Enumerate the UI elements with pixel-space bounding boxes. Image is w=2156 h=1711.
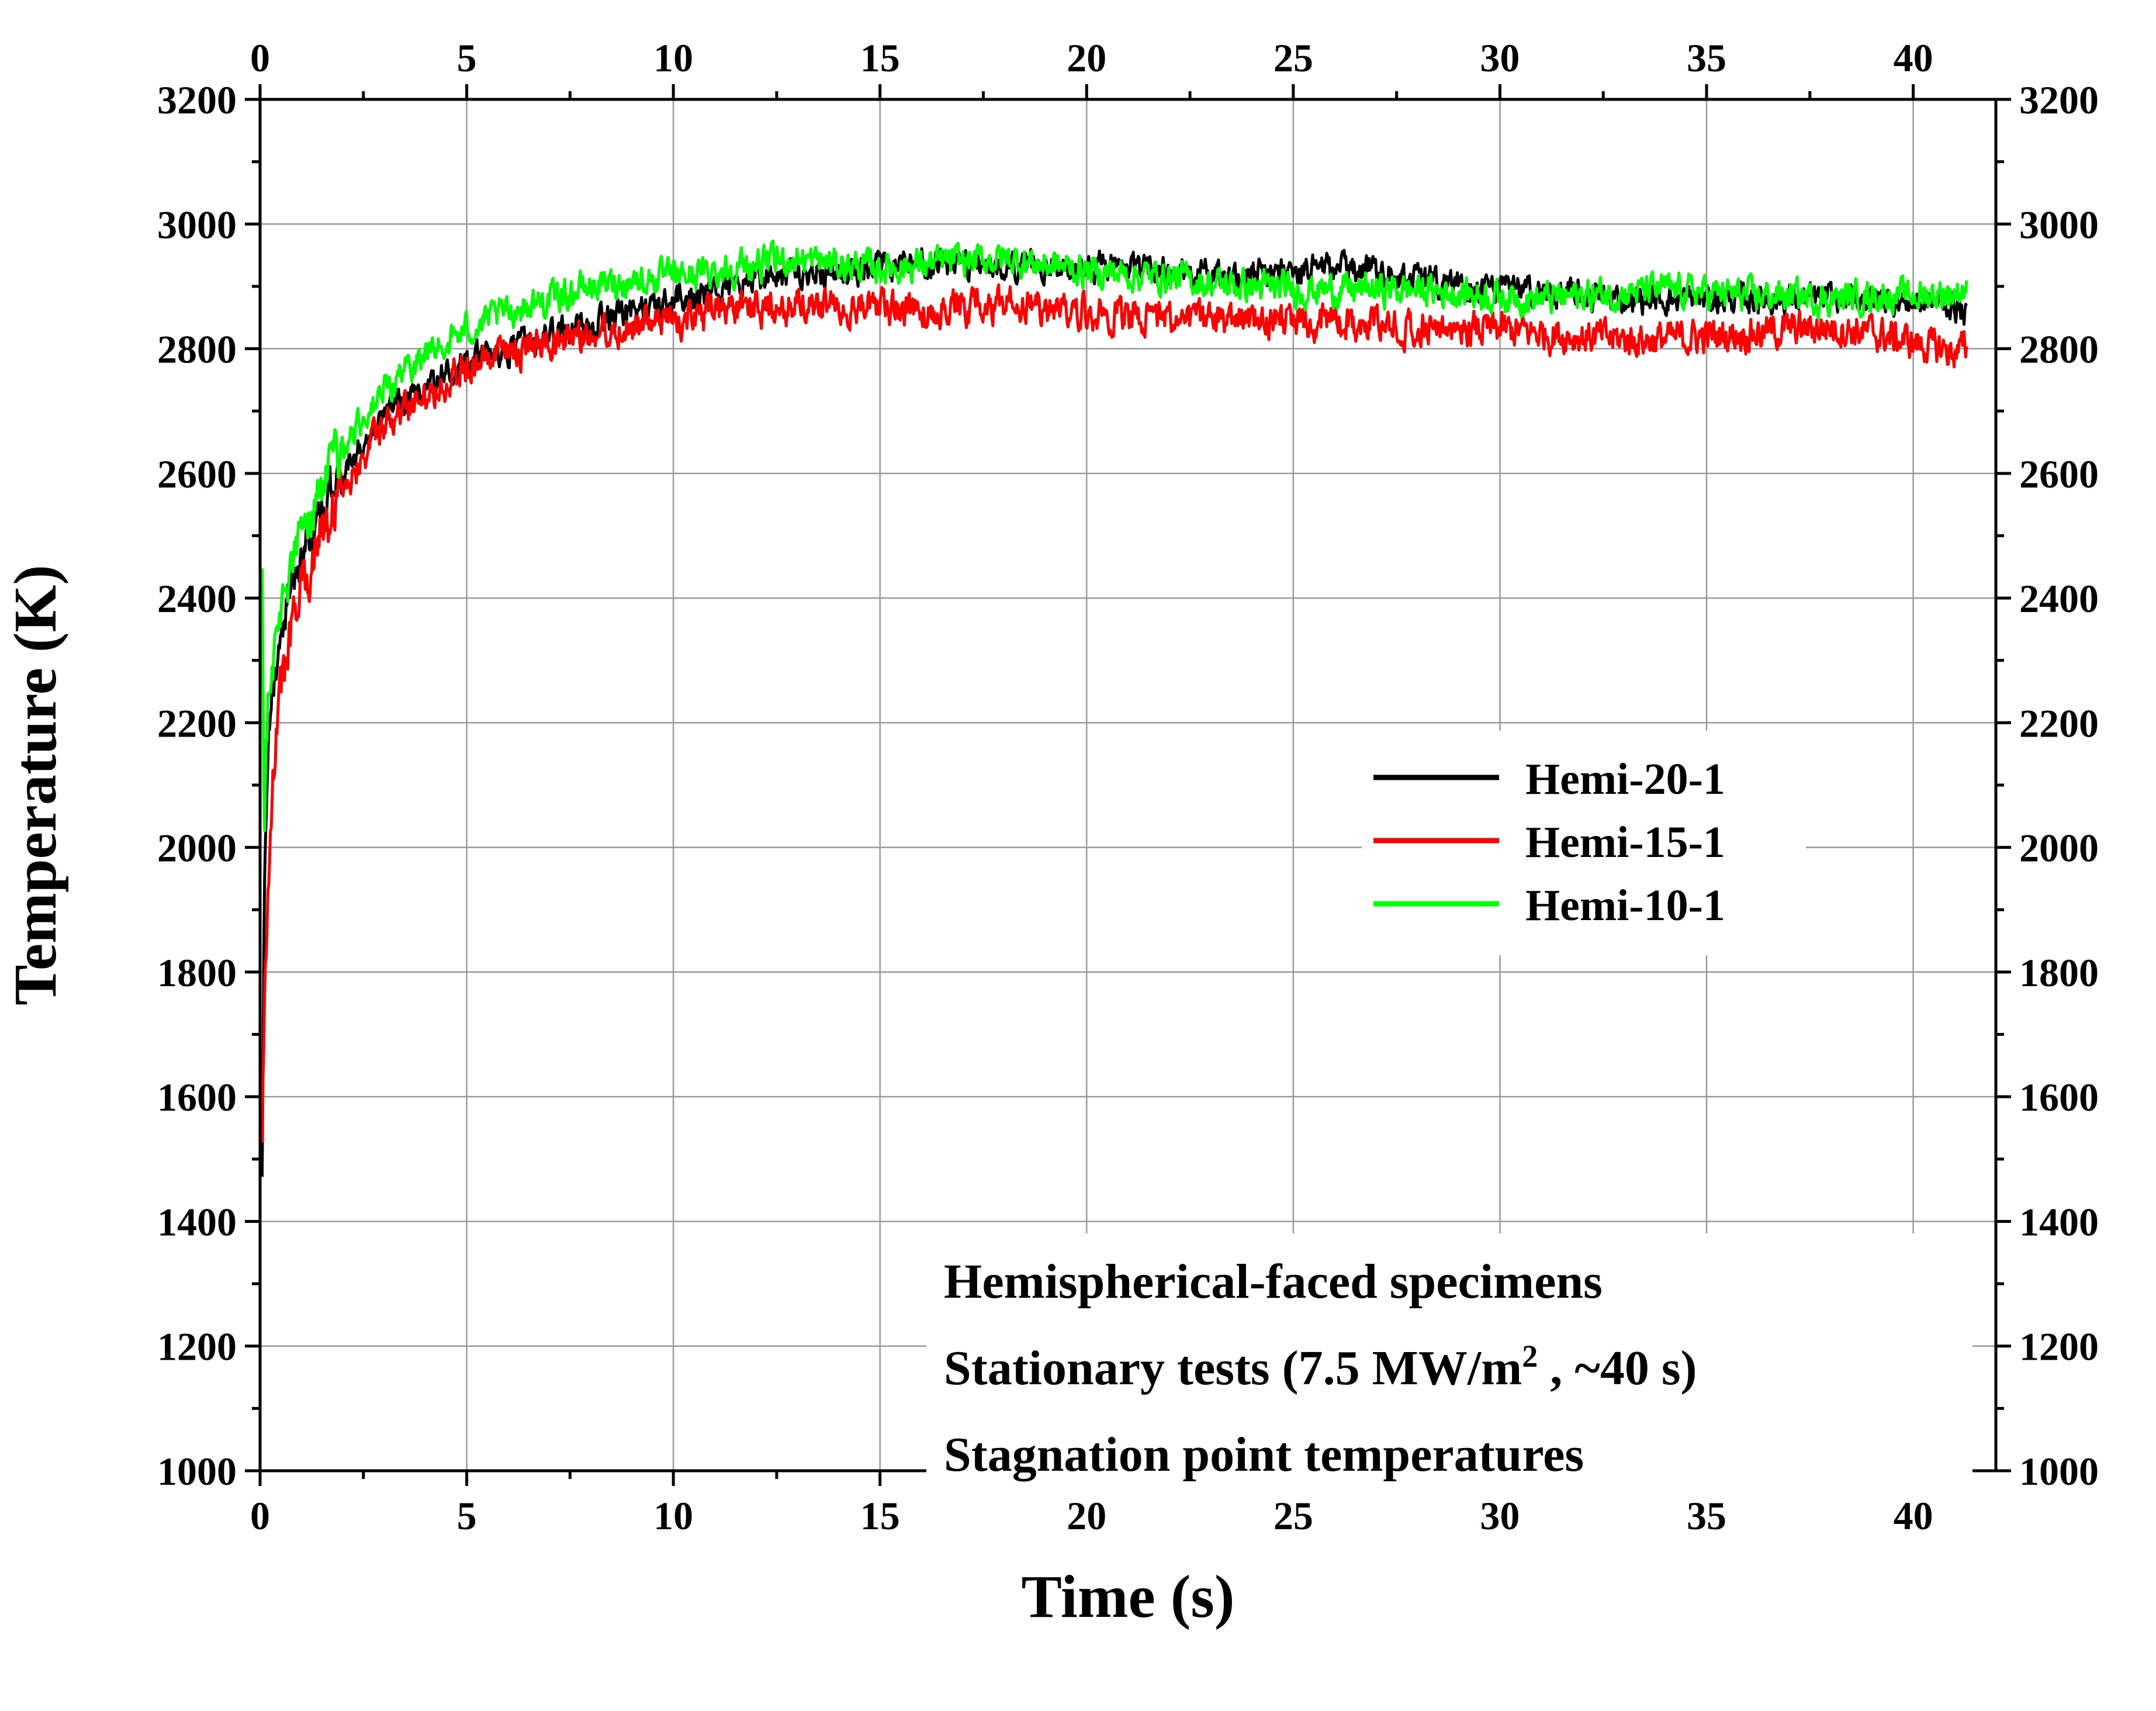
annotation-line: Hemispherical-faced specimens [944,1254,1603,1309]
annotation-segment: Stationary tests (7.5 MW/m [944,1341,1522,1395]
y-axis-label: Temperature (K) [2,565,69,1005]
y-tick-label-left: 3200 [157,78,237,122]
y-tick-label-left: 3000 [157,202,237,247]
series-line-2 [261,283,1968,1143]
x-tick-label-bottom: 25 [1273,1494,1313,1538]
x-tick-label-bottom: 40 [1894,1494,1933,1538]
x-tick-label-top: 40 [1894,36,1933,80]
x-tick-label-top: 35 [1687,36,1726,80]
x-tick-label-top: 10 [653,36,693,80]
x-tick-label-bottom: 0 [250,1494,270,1538]
y-tick-label-right: 2800 [2019,327,2099,372]
x-tick-label-top: 20 [1067,36,1106,80]
x-tick-label-top: 25 [1273,36,1313,80]
x-tick-label-bottom: 5 [457,1494,477,1538]
legend-label: Hemi-20-1 [1525,755,1725,804]
y-tick-label-left: 1600 [157,1075,237,1119]
annotation-line: Stagnation point temperatures [944,1427,1584,1482]
y-tick-label-right: 2600 [2019,452,2099,496]
y-tick-label-left: 1400 [157,1200,237,1244]
y-tick-label-right: 1600 [2019,1075,2099,1119]
y-tick-label-right: 1800 [2019,950,2099,995]
y-tick-label-right: 2000 [2019,826,2099,870]
x-tick-label-top: 30 [1480,36,1520,80]
series-line-1 [261,247,1968,1177]
series-line-3 [261,239,1968,832]
annotation-superscript: 2 [1522,1339,1538,1374]
y-tick-label-right: 1000 [2019,1449,2099,1494]
annotation-segment: Stagnation point temperatures [944,1427,1584,1482]
y-tick-label-left: 1200 [157,1325,237,1369]
annotation-segment: Hemispherical-faced specimens [944,1254,1603,1309]
y-tick-label-right: 1200 [2019,1325,2099,1369]
annotation-line: Stationary tests (7.5 MW/m2 , ~40 s) [944,1339,1697,1395]
y-tick-label-right: 2200 [2019,701,2099,745]
y-tick-label-left: 1800 [157,950,237,995]
y-tick-label-right: 3000 [2019,202,2099,247]
x-tick-label-bottom: 35 [1687,1494,1726,1538]
annotation-background [926,1233,1972,1491]
x-tick-label-bottom: 20 [1067,1494,1106,1538]
x-tick-label-bottom: 15 [860,1494,900,1538]
legend-label: Hemi-10-1 [1525,881,1725,930]
axis-ticks: 0 0 5 5 10 10 15 15 20 20 25 25 30 30 35 35 40 40 1000 1000… [157,36,2099,1538]
x-axis-label: Time (s) [1022,1563,1235,1630]
x-tick-label-bottom: 10 [653,1494,693,1538]
y-tick-label-right: 3200 [2019,78,2099,122]
y-tick-label-right: 2400 [2019,576,2099,621]
x-tick-label-bottom: 30 [1480,1494,1520,1538]
y-tick-label-left: 2400 [157,576,237,621]
plot-series [261,239,1968,1177]
y-tick-label-left: 2800 [157,327,237,372]
x-tick-label-top: 0 [250,36,270,80]
annotation-segment: , ~40 s) [1538,1341,1697,1395]
y-tick-label-left: 2200 [157,701,237,745]
y-tick-label-right: 1400 [2019,1200,2099,1244]
y-tick-label-left: 2600 [157,452,237,496]
y-tick-label-left: 1000 [157,1449,237,1494]
legend: Hemi-20-1 Hemi-15-1 Hemi-10-1 [1362,731,1806,955]
annotation-box: Hemispherical-faced specimens Stationary … [926,1233,1972,1491]
y-tick-label-left: 2000 [157,826,237,870]
x-tick-label-top: 15 [860,36,900,80]
legend-label: Hemi-15-1 [1525,818,1725,867]
x-tick-label-top: 5 [457,36,477,80]
